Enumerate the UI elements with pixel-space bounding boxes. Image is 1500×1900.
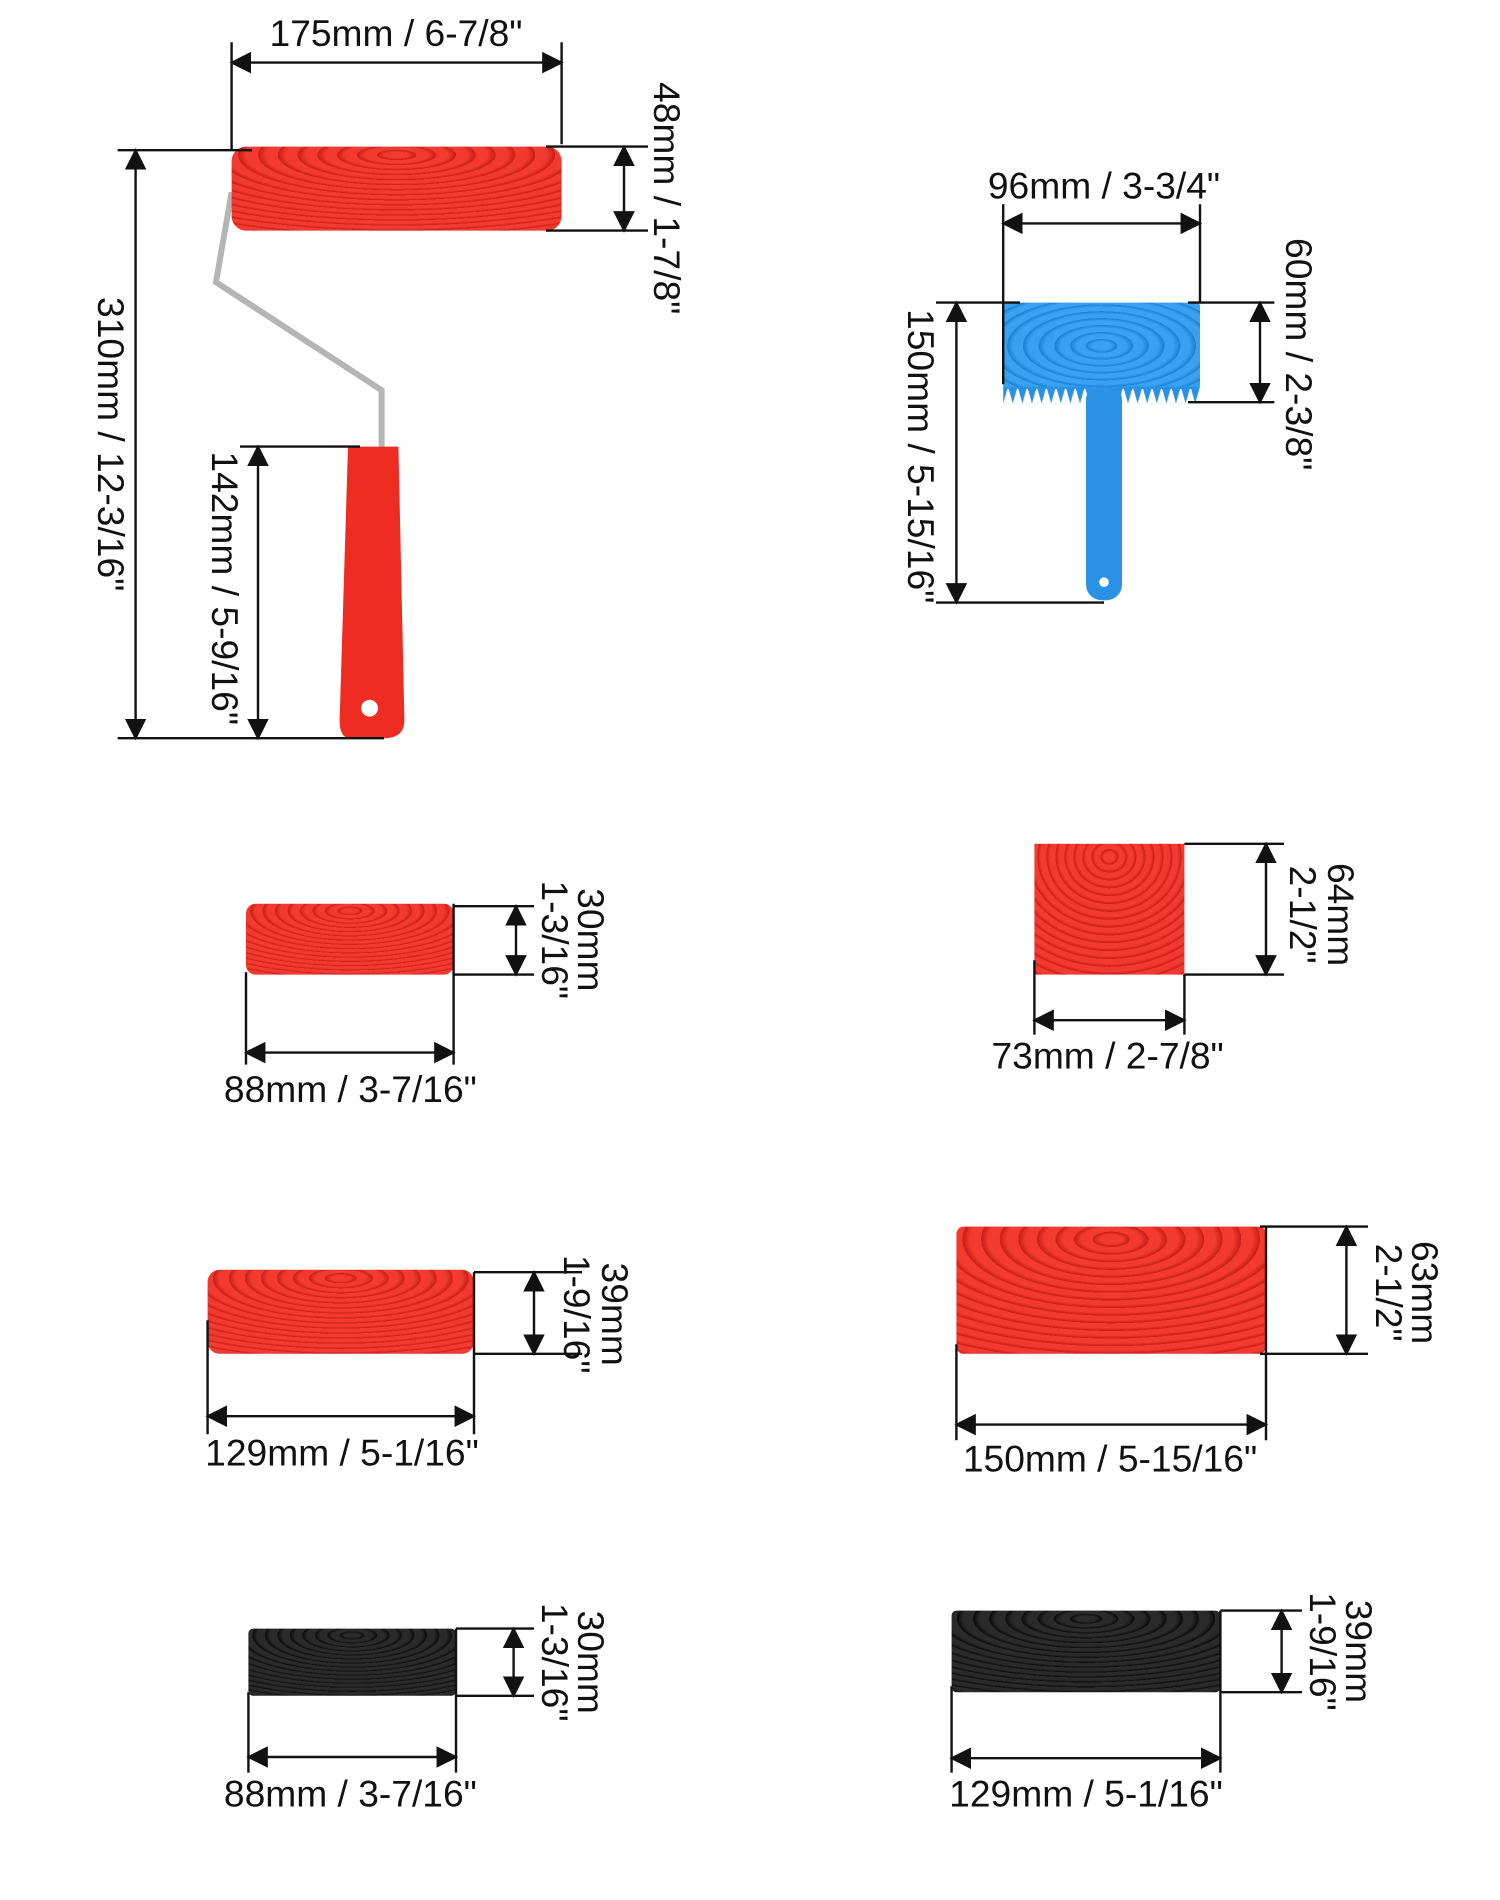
roller-sleeve <box>207 1269 474 1354</box>
total-height-label: 310mm / 12-3/16" <box>90 297 132 591</box>
width-label: 129mm / 5-1/16" <box>949 1772 1223 1814</box>
roller-sleeve <box>246 903 454 975</box>
height-label: 39mm <box>594 1263 636 1366</box>
height-label: 48mm / 1-7/8" <box>646 82 688 314</box>
height-label: 60mm / 2-3/8" <box>1278 238 1320 470</box>
total-height-label: 150mm / 5-15/16" <box>900 309 942 603</box>
width-label: 129mm / 5-1/16" <box>205 1432 479 1474</box>
height-label: 63mm <box>1404 1241 1446 1344</box>
height-label: 1-3/16" <box>534 880 576 999</box>
dimension-lines <box>936 204 1275 605</box>
dimension-lines <box>246 1626 534 1773</box>
dimension-lines <box>243 903 534 1065</box>
dimension-lines <box>949 1608 1302 1773</box>
width-label: 88mm / 3-7/16" <box>224 1068 477 1110</box>
width-label: 73mm / 2-7/8" <box>991 1034 1223 1076</box>
height-label: 2-1/2" <box>1282 866 1324 964</box>
blue-comb <box>1003 302 1200 601</box>
width-label: 88mm / 3-7/16" <box>224 1772 477 1814</box>
height-label: 64mm <box>1320 863 1362 966</box>
height-label: 1-3/16" <box>534 1603 576 1722</box>
dimension-lines <box>205 1270 582 1435</box>
handle-label: 142mm / 5-9/16" <box>204 451 246 725</box>
width-label: 96mm / 3-3/4" <box>988 164 1220 206</box>
height-label: 30mm <box>570 1611 612 1714</box>
dimension-lines <box>954 1224 1368 1441</box>
height-label: 1-9/16" <box>1302 1592 1344 1711</box>
dimension-lines <box>1032 841 1284 1035</box>
roller-sleeve <box>248 1628 456 1696</box>
paint-roller <box>212 146 562 739</box>
height-label: 2-1/2" <box>1368 1244 1410 1342</box>
height-label: 39mm <box>1338 1600 1380 1703</box>
grain-block <box>1034 843 1185 975</box>
roller-sleeve <box>951 1610 1221 1693</box>
width-label: 150mm / 5-15/16" <box>963 1438 1257 1480</box>
dimension-lines <box>117 42 648 741</box>
height-label: 1-9/16" <box>556 1255 598 1374</box>
roller-sleeve <box>956 1226 1266 1354</box>
width-label: 175mm / 6-7/8" <box>270 12 523 54</box>
height-label: 30mm <box>570 888 612 991</box>
